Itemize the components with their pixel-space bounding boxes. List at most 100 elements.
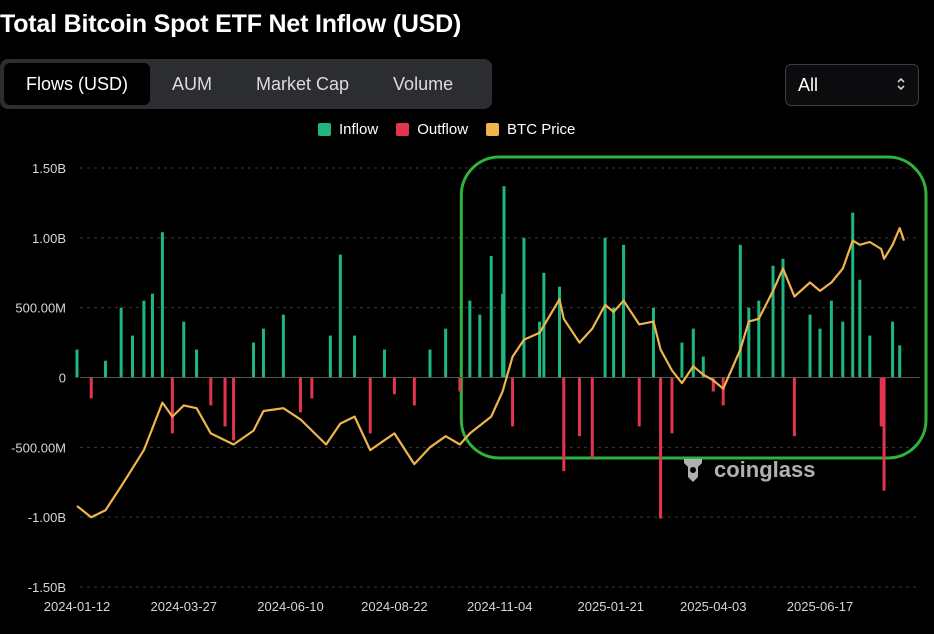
flow-chart: 1.50B 1.00B 500.00M 0 -500.00M -1.00B -1.50B 20…	[11, 155, 928, 614]
inflow-bar	[522, 237, 526, 378]
btc-price-line	[76, 226, 906, 519]
outflow-bar	[670, 377, 674, 434]
outflow-bar	[659, 377, 663, 519]
y-tick-label: 1.50B	[32, 161, 66, 176]
inflow-bar	[444, 328, 448, 378]
coinglass-logo-icon	[678, 455, 708, 485]
inflow-bar	[558, 286, 562, 378]
legend-swatch-inflow	[318, 123, 331, 136]
inflow-bar	[771, 265, 775, 378]
inflow-bar	[251, 342, 255, 378]
outflow-bar	[721, 377, 725, 406]
x-tick-label: 2024-11-04	[467, 599, 533, 614]
outflow-bar	[879, 377, 883, 427]
y-tick-label: 500.00M	[15, 301, 66, 316]
inflow-bar	[261, 328, 265, 378]
legend-item-inflow[interactable]: Inflow	[318, 121, 378, 138]
range-select[interactable]: All	[785, 64, 919, 106]
watermark: coinglass	[678, 455, 815, 485]
legend-label-btc-price: BTC Price	[507, 121, 576, 138]
inflow-bar	[622, 244, 626, 378]
inflow-bar	[538, 321, 542, 378]
inflow-bar	[691, 328, 695, 378]
outflow-bar	[232, 377, 236, 441]
outflow-bar	[89, 377, 93, 399]
legend-swatch-btc-price	[486, 123, 500, 136]
inflow-bar	[142, 300, 146, 378]
inflow-bar	[338, 254, 342, 378]
outflow-bar	[170, 377, 174, 434]
legend-swatch-outflow	[396, 123, 410, 136]
inflow-bar	[808, 314, 812, 378]
inflow-bar	[119, 307, 123, 378]
y-tick-label: -1.00B	[28, 510, 66, 525]
inflow-bar	[680, 342, 684, 378]
inflow-bar	[818, 328, 822, 378]
inflow-bar	[489, 255, 493, 378]
watermark-text: coinglass	[714, 457, 816, 482]
inflow-bar	[891, 321, 895, 378]
x-tick-label: 2024-08-22	[361, 599, 428, 614]
outflow-bar	[882, 377, 886, 491]
inflow-bar	[428, 349, 432, 378]
x-tick-label: 2025-01-21	[578, 599, 645, 614]
inflow-bar	[701, 356, 705, 378]
inflow-bar	[851, 212, 855, 378]
inflow-bar	[829, 300, 833, 378]
chevron-updown-icon	[896, 76, 906, 94]
inflow-bar	[328, 335, 332, 378]
outflow-bar	[392, 377, 396, 395]
outflow-bar	[209, 377, 213, 406]
inflow-bar	[603, 237, 607, 378]
inflow-bar	[160, 232, 164, 378]
legend-label-inflow: Inflow	[339, 121, 379, 138]
outflow-bar	[511, 377, 515, 427]
inflow-bar	[781, 258, 785, 378]
outflow-bar	[298, 377, 302, 413]
x-tick-label: 2025-06-17	[787, 599, 854, 614]
inflow-bar	[182, 321, 186, 378]
inflow-bar	[131, 335, 135, 378]
tab-volume[interactable]: Volume	[393, 74, 454, 94]
outflow-bar	[562, 377, 566, 472]
y-tick-label: 1.00B	[32, 231, 66, 246]
legend-label-outflow: Outflow	[417, 121, 469, 138]
legend-item-btc-price[interactable]: BTC Price	[486, 121, 575, 138]
inflow-bar	[281, 314, 285, 378]
tab-flows[interactable]: Flows (USD)	[4, 63, 150, 105]
inflow-bar	[757, 300, 761, 378]
y-tick-label: 0	[59, 371, 66, 386]
inflow-bar	[353, 335, 357, 378]
legend-item-outflow[interactable]: Outflow	[396, 121, 468, 138]
outflow-bar	[458, 377, 462, 392]
x-tick-label: 2024-06-10	[257, 599, 324, 614]
y-tick-label: -500.00M	[11, 440, 66, 455]
outflow-bar	[590, 377, 594, 459]
range-select-value: All	[798, 74, 819, 95]
outflow-bar	[223, 377, 227, 427]
tab-aum[interactable]: AUM	[172, 74, 212, 94]
outflow-bar	[577, 377, 581, 437]
y-tick-label: -1.50B	[28, 580, 66, 595]
outflow-bar	[711, 377, 715, 392]
highlight-box	[459, 155, 928, 460]
outflow-bar	[792, 377, 796, 437]
inflow-bar	[612, 307, 616, 378]
tab-market-cap[interactable]: Market Cap	[256, 74, 350, 94]
inflow-bar	[898, 345, 902, 378]
page-title: Total Bitcoin Spot ETF Net Inflow (USD)	[0, 10, 462, 38]
inflow-bar	[468, 300, 472, 378]
inflow-bar	[738, 244, 742, 378]
inflow-bar	[651, 307, 655, 378]
inflow-bar	[382, 349, 386, 378]
outflow-bar	[637, 377, 641, 427]
metric-tabs: Flows (USD) AUM Market Cap Volume	[0, 59, 492, 109]
chart-legend: Inflow Outflow BTC Price	[318, 121, 593, 138]
outflow-bar	[310, 377, 314, 399]
inflow-bar	[150, 293, 154, 378]
inflow-bar	[75, 349, 79, 378]
inflow-bar	[502, 186, 506, 378]
inflow-bar	[747, 307, 751, 378]
x-tick-label: 2024-01-12	[44, 599, 111, 614]
outflow-bar	[412, 377, 416, 406]
